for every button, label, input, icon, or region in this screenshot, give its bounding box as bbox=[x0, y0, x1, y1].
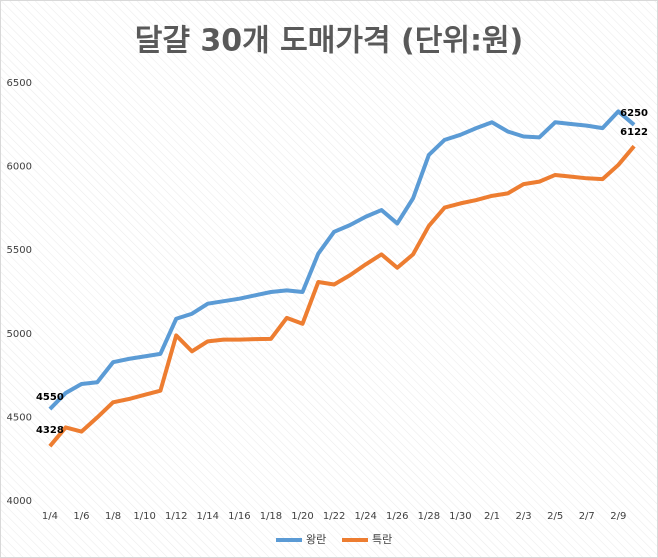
legend-label: 왕란 bbox=[306, 533, 326, 546]
data-label: 4550 bbox=[36, 392, 64, 403]
series-line bbox=[48, 144, 636, 448]
x-tick-label: 1/26 bbox=[386, 511, 408, 522]
x-tick-label: 1/18 bbox=[260, 511, 282, 522]
x-tick-label: 2/5 bbox=[547, 511, 563, 522]
x-tick-label: 1/20 bbox=[291, 511, 313, 522]
y-tick-label: 6000 bbox=[7, 162, 32, 173]
x-tick-label: 2/3 bbox=[516, 511, 532, 522]
y-tick-label: 6500 bbox=[7, 78, 32, 89]
x-tick-label: 1/22 bbox=[323, 511, 345, 522]
x-tick-label: 1/28 bbox=[418, 511, 440, 522]
legend-label: 특란 bbox=[372, 533, 392, 546]
x-tick-label: 1/10 bbox=[133, 511, 155, 522]
y-tick-label: 5500 bbox=[7, 245, 32, 256]
x-tick-label: 2/1 bbox=[484, 511, 500, 522]
data-label: 6250 bbox=[620, 108, 648, 119]
x-tick-label: 1/4 bbox=[42, 511, 58, 522]
x-tick-label: 1/12 bbox=[165, 511, 187, 522]
data-label: 6122 bbox=[620, 127, 648, 138]
y-tick-label: 4000 bbox=[7, 496, 32, 507]
chart-title: 달걀 30개 도매가격 (단위:원) bbox=[135, 24, 524, 59]
x-tick-label: 2/9 bbox=[610, 511, 626, 522]
series-line bbox=[48, 109, 636, 411]
x-tick-label: 2/7 bbox=[579, 511, 595, 522]
x-tick-label: 1/30 bbox=[449, 511, 471, 522]
x-tick-label: 1/24 bbox=[354, 511, 376, 522]
x-tick-label: 1/14 bbox=[197, 511, 219, 522]
x-tick-label: 1/16 bbox=[228, 511, 250, 522]
y-tick-label: 4500 bbox=[7, 412, 32, 423]
data-label: 4328 bbox=[36, 425, 64, 436]
y-tick-label: 5000 bbox=[7, 329, 32, 340]
x-tick-label: 1/8 bbox=[105, 511, 121, 522]
x-tick-label: 1/6 bbox=[73, 511, 89, 522]
